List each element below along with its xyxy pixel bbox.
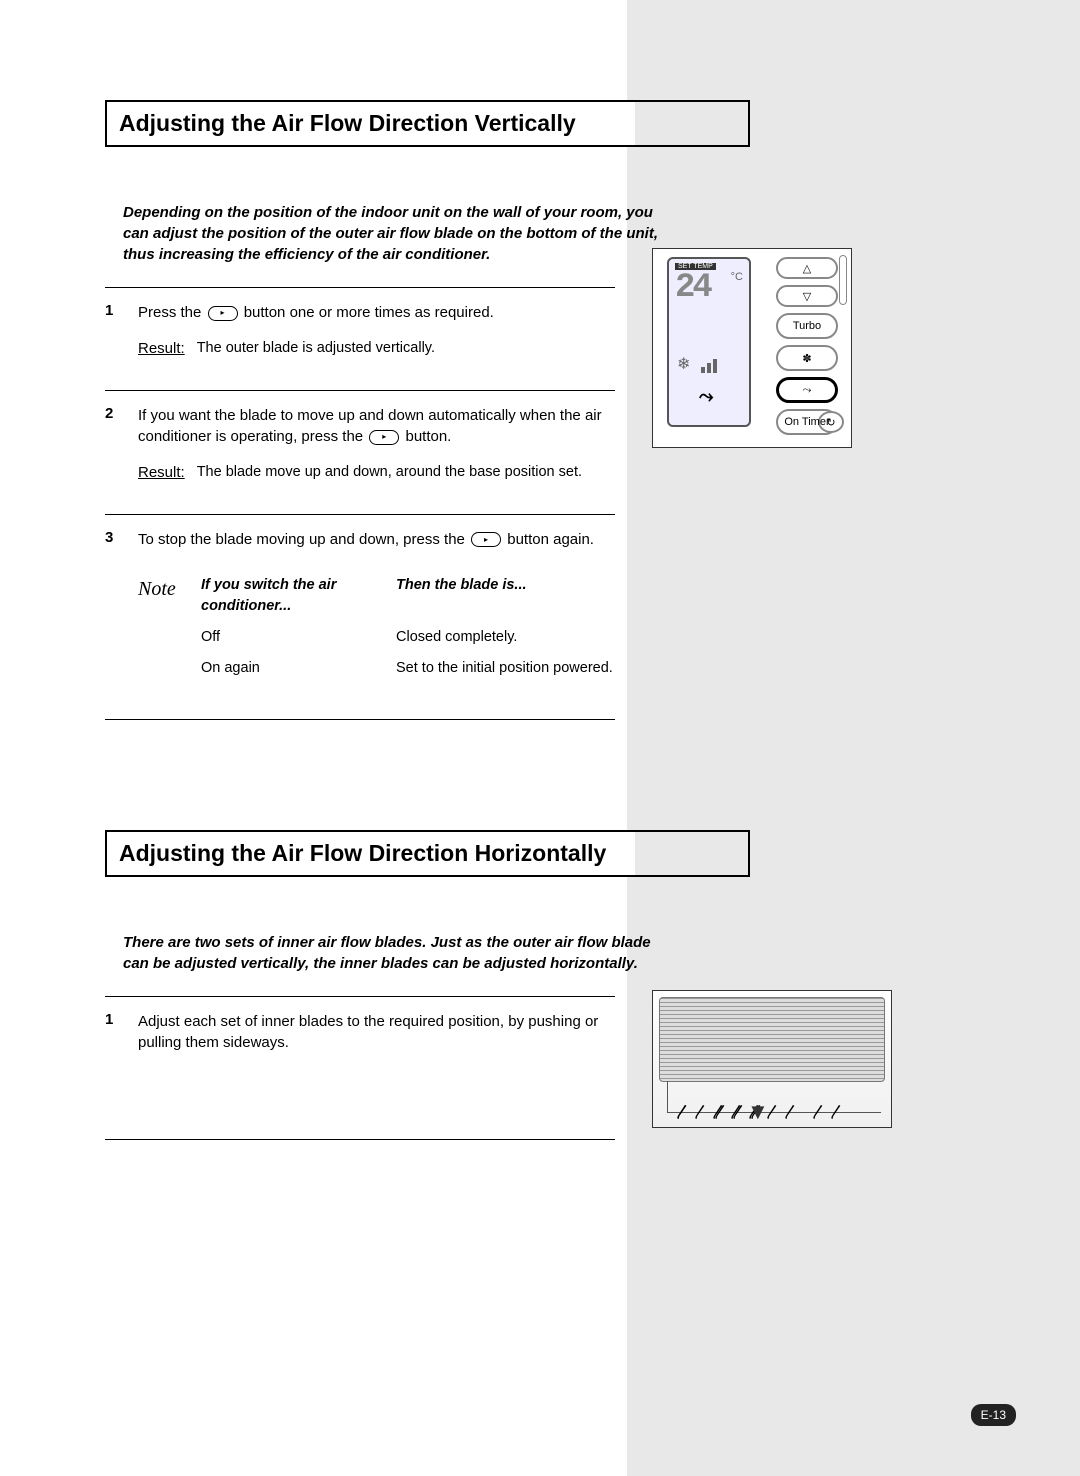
section2-intro: There are two sets of inner air flow bla… — [123, 932, 663, 974]
step1-text-b: button one or more times as required. — [240, 304, 494, 321]
step3-text-b: button again. — [503, 531, 594, 548]
note-cell: On again — [201, 658, 396, 679]
step-body: Press the button one or more times as re… — [138, 302, 615, 360]
result-label: Result: — [138, 462, 185, 484]
step-number: 1 — [105, 1011, 120, 1055]
section2-title: Adjusting the Air Flow Direction Horizon… — [105, 830, 635, 877]
swing-button-icon — [369, 430, 399, 445]
note-cell: Set to the initial position powered. — [396, 658, 615, 679]
section2-step1-block: 1 Adjust each set of inner blades to the… — [105, 996, 615, 1085]
step3-text-a: To stop the blade moving up and down, pr… — [138, 531, 469, 548]
note-cell: Off — [201, 627, 396, 648]
note-table-h1: If you switch the air conditioner... — [201, 575, 396, 617]
result-text: The blade move up and down, around the b… — [197, 462, 582, 484]
step2-text-b: button. — [401, 428, 451, 445]
note-table: If you switch the air conditioner... The… — [201, 575, 615, 689]
step-body: Adjust each set of inner blades to the r… — [138, 1011, 615, 1055]
page-number-badge: E-13 — [971, 1404, 1016, 1426]
note-table-h2: Then the blade is... — [396, 575, 615, 617]
step-number: 3 — [105, 529, 120, 689]
swing-button-icon — [208, 306, 238, 321]
result-text: The outer blade is adjusted vertically. — [197, 338, 435, 360]
step-number: 2 — [105, 405, 120, 484]
result-label: Result: — [138, 338, 185, 360]
step-2-block: 2 If you want the blade to move up and d… — [105, 390, 615, 514]
section2: Adjusting the Air Flow Direction Horizon… — [0, 830, 1080, 1141]
note-table-row: On again Set to the initial position pow… — [201, 658, 615, 679]
section1-title: Adjusting the Air Flow Direction Vertica… — [105, 100, 635, 147]
step-body: If you want the blade to move up and dow… — [138, 405, 615, 484]
step1-text-a: Press the — [138, 304, 206, 321]
note-cell: Closed completely. — [396, 627, 615, 648]
note-table-row: Off Closed completely. — [201, 627, 615, 648]
note-label: Note — [138, 575, 183, 689]
page-content: Adjusting the Air Flow Direction Vertica… — [0, 0, 1080, 1140]
swing-button-icon — [471, 532, 501, 547]
step-body: To stop the blade moving up and down, pr… — [138, 529, 615, 689]
divider — [105, 1139, 615, 1140]
step-3-block: 3 To stop the blade moving up and down, … — [105, 514, 615, 719]
step-1-block: 1 Press the button one or more times as … — [105, 287, 615, 390]
divider — [105, 719, 615, 720]
section1-intro: Depending on the position of the indoor … — [123, 202, 663, 265]
step-number: 1 — [105, 302, 120, 360]
